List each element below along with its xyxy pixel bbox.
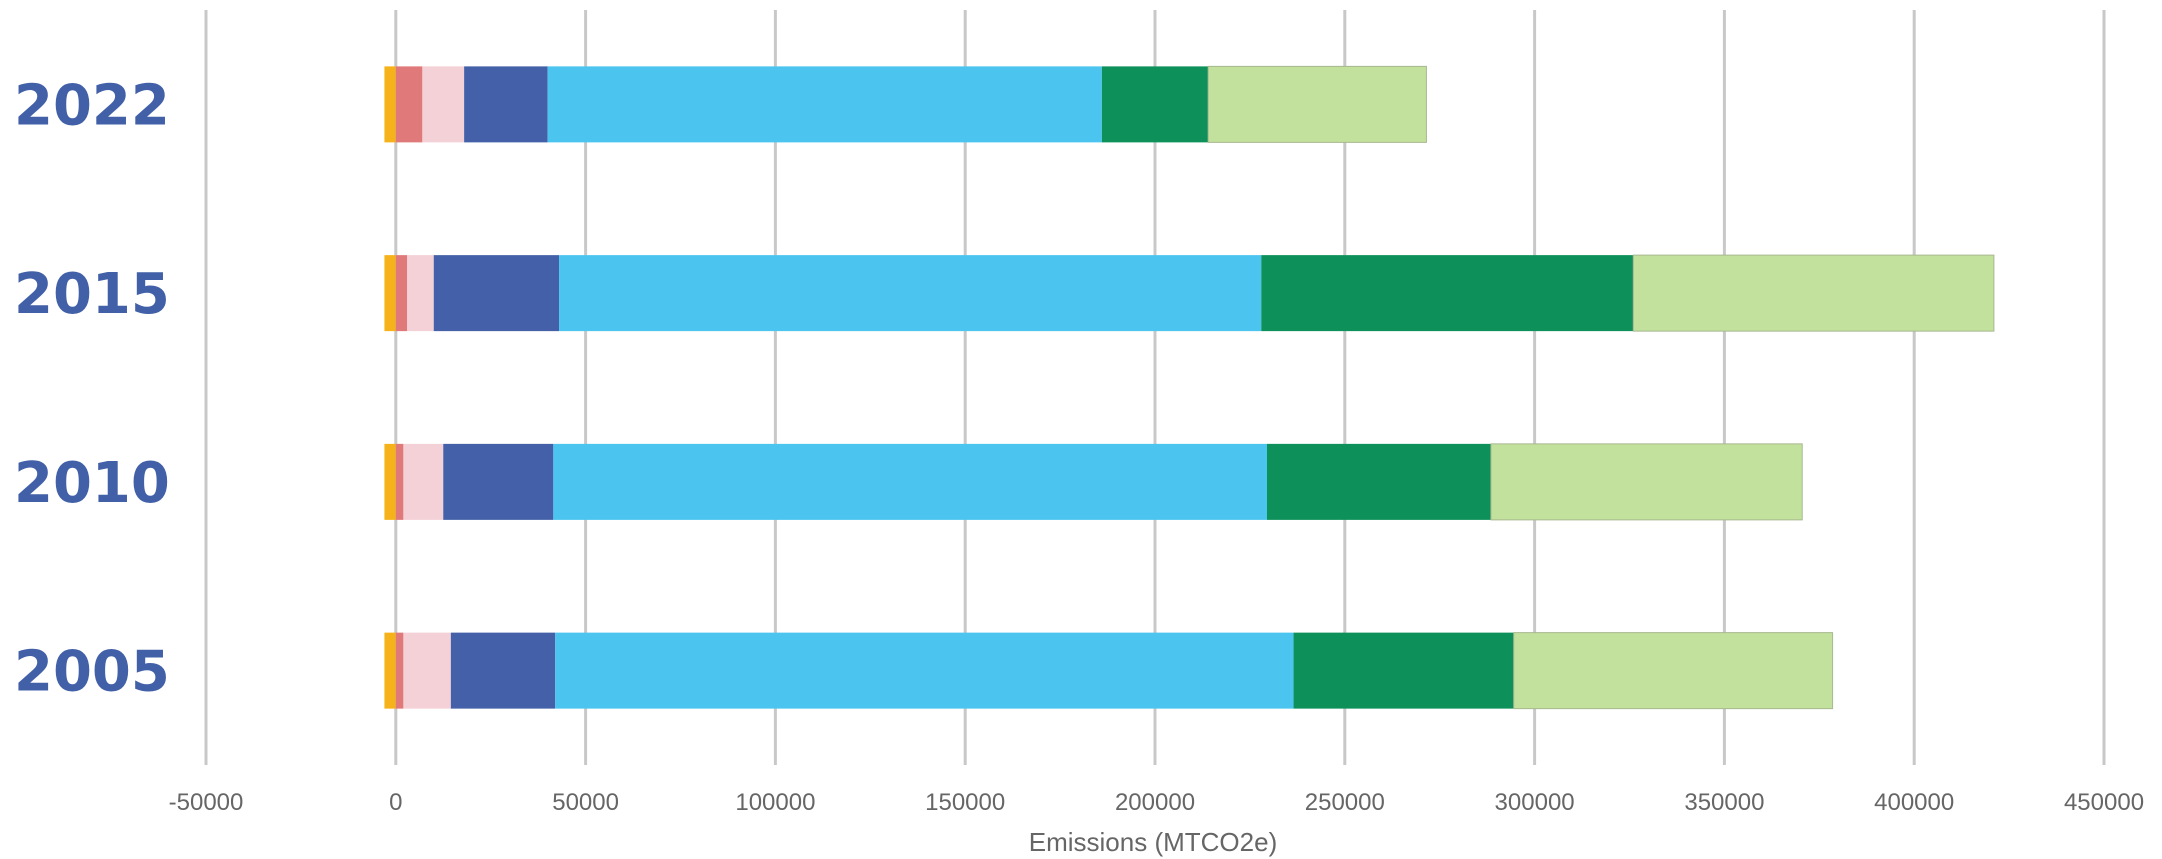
x-tick-label: 400000: [1874, 789, 1954, 816]
x-tick-label: 100000: [735, 789, 815, 816]
x-axis-title: Emissions (MTCO2e): [1029, 827, 1277, 857]
bar-segment: [433, 255, 560, 332]
bar-segment: [407, 255, 434, 332]
x-tick-label: 450000: [2064, 789, 2144, 816]
x-tick-label: 200000: [1115, 789, 1195, 816]
x-tick-label: 300000: [1495, 789, 1575, 816]
bar-segment: [395, 66, 423, 143]
x-tick-label: 150000: [925, 789, 1005, 816]
bar-segment: [450, 632, 556, 709]
x-tick-label: 250000: [1305, 789, 1385, 816]
bar-segment: [1101, 66, 1209, 143]
bar-segment: [1293, 632, 1514, 709]
bar-segment: [403, 632, 451, 709]
bar-segment: [1207, 65, 1427, 143]
category-label: 2022: [14, 73, 170, 138]
bar-segment: [553, 443, 1267, 520]
bar-segment: [443, 443, 554, 520]
bar-segment: [384, 443, 396, 520]
bar-segment: [555, 632, 1294, 709]
category-label: 2010: [14, 451, 170, 516]
category-label: 2005: [14, 640, 170, 705]
x-tick-label: 0: [389, 789, 402, 816]
bar-segment: [395, 632, 404, 709]
bar-segment: [1266, 443, 1491, 520]
x-tick-label: 50000: [552, 789, 619, 816]
bar-segment: [547, 66, 1102, 143]
x-tick-labels: -50000 0 50000 100000 150000 200000 250000 3000…: [169, 789, 2144, 816]
bar-segment: [1490, 443, 1803, 521]
bar-segment: [1513, 632, 1834, 710]
bar-segment: [384, 66, 396, 143]
bar-segment: [559, 255, 1262, 332]
bar-segment: [1261, 255, 1634, 332]
bar-segment: [403, 443, 444, 520]
category-label: 2015: [14, 262, 170, 327]
bar-segment: [1632, 254, 1995, 332]
category-labels: 2022 2015 2010 2005: [14, 73, 170, 704]
x-tick-label: -50000: [169, 789, 244, 816]
bar-segment: [395, 255, 408, 332]
bar-segment: [464, 66, 548, 143]
bar-segment: [395, 443, 404, 520]
bar-segment: [422, 66, 465, 143]
bar-segment: [384, 255, 396, 332]
x-tick-label: 350000: [1684, 789, 1764, 816]
bars: [384, 65, 1995, 710]
bar-segment: [384, 632, 396, 709]
